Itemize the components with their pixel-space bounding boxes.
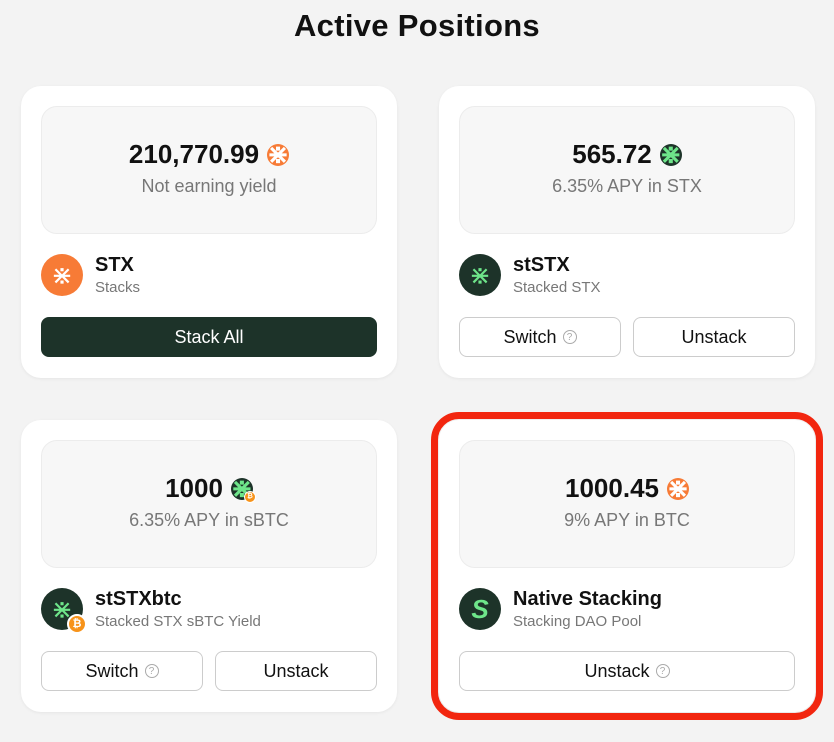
- position-card-native-stacking: 1000.45 ⋇ 9% APY in BTC S Native Stacking…: [431, 412, 823, 720]
- asset-desc: Stacks: [95, 279, 141, 296]
- ststx-icon: ⋇: [659, 139, 682, 169]
- asset-info: ⋇ stSTX Stacked STX: [459, 254, 601, 296]
- switch-button[interactable]: Switch?: [41, 651, 203, 691]
- asset-name: stSTXbtc: [95, 588, 182, 610]
- asset-name: Native Stacking: [513, 588, 662, 610]
- asset-info: S Native Stacking Stacking DAO Pool: [459, 588, 662, 630]
- help-icon[interactable]: ?: [655, 664, 670, 678]
- amount: 565.72: [572, 139, 652, 169]
- balance-box: 210,770.99 ⋇ Not earning yield: [41, 106, 377, 234]
- switch-label: Switch: [85, 660, 139, 681]
- yield-text: 6.35% APY in sBTC: [129, 510, 289, 530]
- yield-text: 9% APY in BTC: [564, 510, 690, 530]
- ststxbtc-icon: ⋇ ₿: [230, 473, 256, 503]
- help-icon[interactable]: ?: [144, 664, 159, 678]
- stack-all-button[interactable]: Stack All: [41, 317, 377, 357]
- unstack-button[interactable]: Unstack: [633, 317, 795, 357]
- unstack-button[interactable]: Unstack: [215, 651, 377, 691]
- unstack-label: Unstack: [584, 660, 650, 681]
- asset-name: stSTX: [513, 254, 570, 276]
- amount: 210,770.99: [128, 139, 260, 169]
- position-card-ststx: 565.72 ⋇ 6.35% APY in STX ⋇ stSTX Stacked …: [439, 86, 815, 378]
- asset-desc: Stacked STX: [513, 279, 601, 296]
- stx-icon: ⋇: [267, 139, 290, 169]
- ststxbtc-icon: ⋇ ₿: [41, 588, 87, 634]
- balance-box: 1000 ⋇ ₿ 6.35% APY in sBTC: [41, 440, 377, 568]
- yield-text: Not earning yield: [141, 176, 277, 196]
- position-card-stx: 210,770.99 ⋇ Not earning yield ⋇ STX Stack…: [21, 86, 397, 378]
- asset-info: ⋇ STX Stacks: [41, 254, 140, 296]
- asset-desc: Stacked STX sBTC Yield: [95, 613, 261, 630]
- stx-icon: ⋇: [41, 254, 83, 296]
- asset-name: STX: [95, 254, 134, 276]
- page-title: Active Positions: [294, 8, 540, 43]
- ststx-icon: ⋇: [459, 254, 501, 296]
- asset-desc: Stacking DAO Pool: [513, 613, 642, 630]
- yield-text: 6.35% APY in STX: [552, 176, 702, 196]
- amount: 1000.45: [565, 473, 659, 503]
- unstack-button[interactable]: Unstack?: [459, 651, 795, 691]
- balance-box: 1000.45 ⋇ 9% APY in BTC: [459, 440, 795, 568]
- position-card-ststxbtc: 1000 ⋇ ₿ 6.35% APY in sBTC ⋇ ₿ stSTXbtc Stac…: [21, 420, 397, 712]
- amount: 1000: [165, 473, 223, 503]
- switch-label: Switch: [503, 326, 557, 347]
- asset-info: ⋇ ₿ stSTXbtc Stacked STX sBTC Yield: [41, 588, 261, 634]
- stx-icon: ⋇: [666, 473, 689, 503]
- switch-button[interactable]: Switch?: [459, 317, 621, 357]
- help-icon[interactable]: ?: [562, 330, 577, 344]
- balance-box: 565.72 ⋇ 6.35% APY in STX: [459, 106, 795, 234]
- stacking-dao-icon: S: [459, 588, 501, 630]
